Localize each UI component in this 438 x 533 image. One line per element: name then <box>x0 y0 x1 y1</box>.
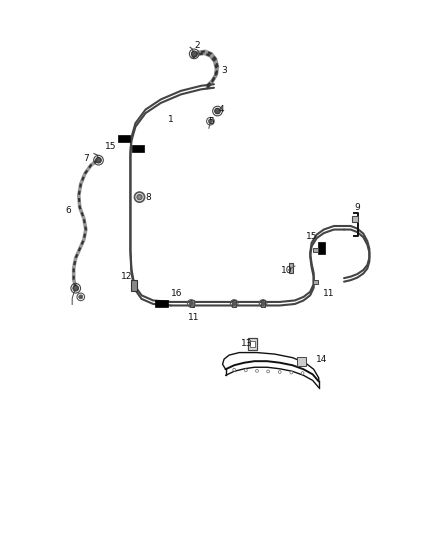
Circle shape <box>255 369 258 372</box>
Text: 15: 15 <box>106 142 117 151</box>
Text: 11: 11 <box>188 313 199 321</box>
Text: 3: 3 <box>221 66 227 75</box>
Circle shape <box>244 369 247 372</box>
Circle shape <box>137 195 142 200</box>
Circle shape <box>301 372 304 375</box>
Bar <box>248 338 258 350</box>
Circle shape <box>267 370 269 373</box>
Text: 12: 12 <box>120 272 132 281</box>
Text: 13: 13 <box>241 340 253 349</box>
Text: 15: 15 <box>306 232 318 240</box>
Text: 9: 9 <box>354 203 360 212</box>
Circle shape <box>73 286 78 291</box>
Bar <box>290 263 293 273</box>
Text: 8: 8 <box>145 192 151 201</box>
Circle shape <box>79 295 83 299</box>
Bar <box>352 216 358 222</box>
Circle shape <box>233 368 236 371</box>
Circle shape <box>189 302 193 305</box>
Text: 4: 4 <box>219 105 224 114</box>
Bar <box>232 300 237 307</box>
Text: 10: 10 <box>281 265 292 274</box>
Circle shape <box>96 157 101 163</box>
Circle shape <box>215 108 220 114</box>
Bar <box>297 357 306 366</box>
Text: 2: 2 <box>194 41 200 50</box>
Text: 1: 1 <box>168 115 174 124</box>
Text: 7: 7 <box>83 154 89 163</box>
Bar <box>118 135 131 142</box>
Bar <box>251 341 255 348</box>
Text: 11: 11 <box>323 289 335 298</box>
Circle shape <box>232 302 236 305</box>
Circle shape <box>134 192 145 202</box>
Bar <box>318 241 325 254</box>
Circle shape <box>261 302 265 305</box>
Bar <box>190 300 194 307</box>
Text: 14: 14 <box>316 354 328 364</box>
Circle shape <box>290 371 293 374</box>
Bar <box>132 145 144 152</box>
Bar <box>155 300 168 307</box>
Bar <box>313 280 318 284</box>
Text: 16: 16 <box>171 289 183 298</box>
Bar <box>261 300 265 307</box>
Bar <box>313 248 318 252</box>
Circle shape <box>278 370 281 374</box>
Circle shape <box>191 51 197 56</box>
Bar <box>131 280 138 291</box>
Text: 5: 5 <box>208 117 214 126</box>
Text: 6: 6 <box>66 206 71 215</box>
Circle shape <box>208 119 212 123</box>
